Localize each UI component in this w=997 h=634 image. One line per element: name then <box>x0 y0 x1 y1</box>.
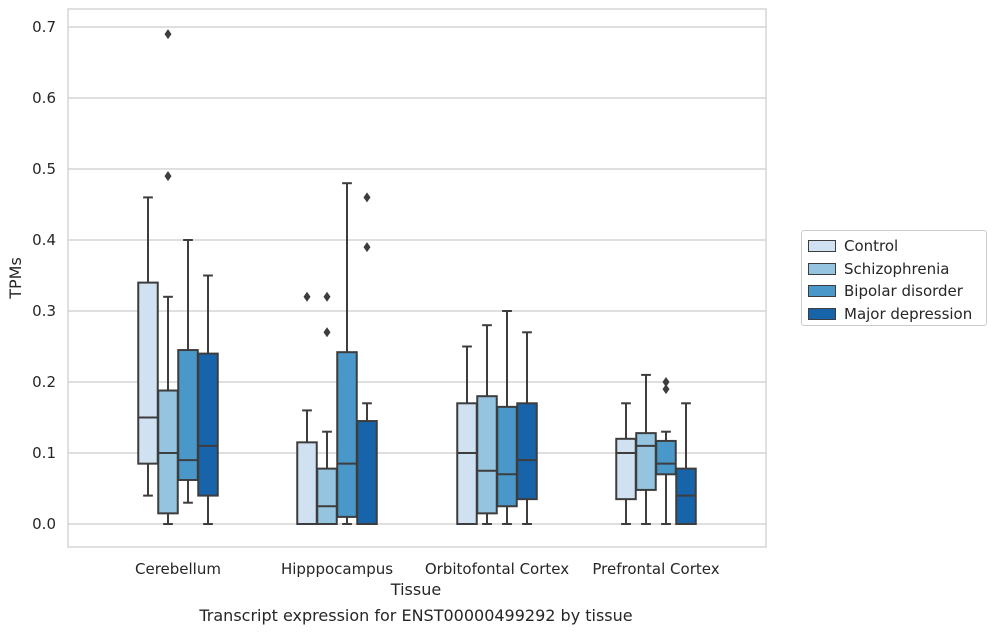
x-tick-label: Hipppocampus <box>281 560 393 578</box>
box-control <box>615 402 637 525</box>
box-iqr <box>157 389 179 515</box>
box-bipolar-disorder <box>177 239 199 504</box>
box-bipolar-disorder <box>655 377 677 525</box>
box-control <box>456 345 478 525</box>
chart-caption: Transcript expression for ENST0000049929… <box>199 606 633 625</box>
box-iqr <box>615 437 637 501</box>
y-tick-label: 0.5 <box>32 160 56 178</box>
y-tick-labels: 0.0 0.1 0.2 0.3 0.4 0.5 0.6 0.7 <box>32 18 56 533</box>
legend-swatch <box>808 262 836 275</box>
box-schizophrenia <box>316 291 338 525</box>
x-tick-label: Cerebellum <box>135 560 221 578</box>
box-iqr <box>456 402 478 525</box>
box-iqr <box>635 432 657 491</box>
legend-label: Schizophrenia <box>844 259 950 278</box>
outlier-point <box>662 384 670 395</box>
box-control <box>137 196 159 497</box>
outlier-point <box>662 377 670 387</box>
box-control <box>296 291 318 526</box>
box-iqr <box>137 281 159 465</box>
legend-label: Bipolar disorder <box>844 282 963 301</box>
outlier-point <box>164 171 172 182</box>
box-iqr <box>476 395 498 515</box>
box-major-depression <box>516 331 538 525</box>
legend-item: Major depression <box>808 303 986 326</box>
legend-item: Control <box>808 235 986 258</box>
box-iqr <box>296 441 318 526</box>
box-iqr <box>197 352 219 497</box>
legend-label: Major depression <box>844 304 973 323</box>
y-tick-label: 0.4 <box>32 231 56 249</box>
outlier-point <box>363 242 371 253</box>
legend-item: Bipolar disorder <box>808 280 986 303</box>
y-axis-label: TPMs <box>6 257 25 300</box>
box-major-depression <box>197 274 219 525</box>
y-tick-label: 0.1 <box>32 444 56 462</box>
y-tick-label: 0.6 <box>32 89 56 107</box>
x-tick-labels: Cerebellum Hipppocampus Orbitofontal Corte… <box>135 560 720 578</box>
legend-swatch <box>808 307 836 320</box>
outlier-point <box>363 192 371 203</box>
y-tick-label: 0.0 <box>32 515 56 533</box>
box-schizophrenia <box>635 373 657 525</box>
box-schizophrenia <box>476 324 498 525</box>
box-major-depression <box>675 402 697 525</box>
box-iqr <box>356 420 378 525</box>
legend-item: Schizophrenia <box>808 258 986 281</box>
box-iqr <box>655 439 677 476</box>
boxes <box>137 29 697 526</box>
plot-frame <box>67 8 767 548</box>
outlier-point <box>303 291 311 302</box>
y-tick-label: 0.7 <box>32 18 56 36</box>
box-iqr <box>496 405 518 508</box>
x-tick-label: Orbitofontal Cortex <box>425 560 569 578</box>
box-iqr <box>516 402 538 501</box>
y-tick-label: 0.2 <box>32 373 56 391</box>
legend-swatch <box>808 240 836 253</box>
outlier-point <box>164 29 172 40</box>
box-bipolar-disorder <box>496 310 518 525</box>
box-bipolar-disorder <box>336 182 358 525</box>
outlier-point <box>323 291 331 302</box>
box-schizophrenia <box>157 29 179 525</box>
box-major-depression <box>356 192 378 525</box>
outlier-point <box>323 327 331 338</box>
box-iqr <box>316 467 338 525</box>
legend-label: Control <box>844 237 899 256</box>
y-tick-label: 0.3 <box>32 302 56 320</box>
x-tick-label: Prefrontal Cortex <box>592 560 719 578</box>
x-axis-label: Tissue <box>390 580 441 599</box>
box-iqr <box>336 351 358 518</box>
legend-swatch <box>808 285 836 298</box>
legend: Control Schizophrenia Bipolar disorder Majo… <box>801 230 987 326</box>
